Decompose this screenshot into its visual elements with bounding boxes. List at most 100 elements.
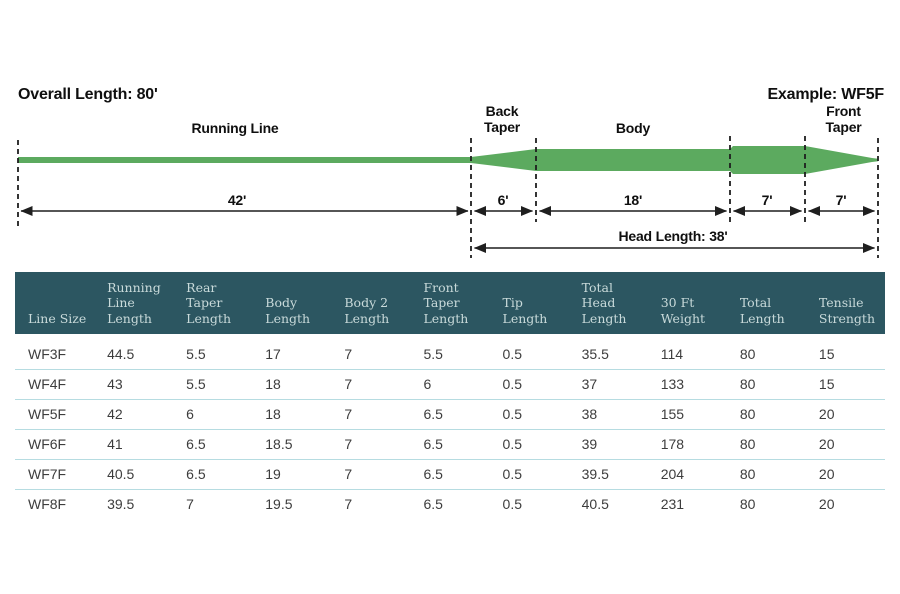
section-boundary-lines xyxy=(17,136,879,258)
col-header-body-length: Body Length xyxy=(265,295,311,326)
dimension-arrows xyxy=(20,205,876,254)
line-size-cell: WF7F xyxy=(28,465,67,482)
table-cell: 40.5 xyxy=(581,495,609,512)
table-cell: 155 xyxy=(660,405,685,422)
table-cell: 20 xyxy=(818,495,835,512)
dim-label-front-taper: 7' xyxy=(835,192,847,208)
front-taper-label: Front Taper xyxy=(825,103,862,135)
table-cell: 7 xyxy=(344,495,353,512)
table-cell: 7 xyxy=(344,345,353,362)
col-header-30ft-weight: 30 Ft Weight xyxy=(660,295,706,326)
table-cell: 80 xyxy=(739,495,756,512)
table-cell: 39.5 xyxy=(107,495,135,512)
table-cell: 6.5 xyxy=(423,405,443,422)
col-header-running-line: Running Line Length xyxy=(107,280,161,326)
col-header-tensile-strength: Tensile Strength xyxy=(818,295,875,326)
table-cell: 133 xyxy=(660,375,685,392)
taper-diagram-graphics xyxy=(17,136,879,258)
col-header-rear-taper: Rear Taper Length xyxy=(186,280,231,326)
table-row-wf6f: WF6F 41 6.5 18.5 7 6.5 0.5 39 178 80 20 xyxy=(15,428,885,459)
dim-label-running-line: 42' xyxy=(227,192,247,208)
table-cell: 19.5 xyxy=(265,495,293,512)
table-cell: 7 xyxy=(344,375,353,392)
table-cell: 80 xyxy=(739,435,756,452)
table-cell: 18 xyxy=(265,405,281,422)
table-cell: 20 xyxy=(818,465,835,482)
table-cell: 6.5 xyxy=(423,465,443,482)
table-cell: 7 xyxy=(344,405,353,422)
table-cell: 35.5 xyxy=(581,345,609,362)
table-cell: 18 xyxy=(265,375,281,392)
line-spec-table: Line Size Running Line Length Rear Taper… xyxy=(15,272,885,519)
table-row-wf5f: WF5F 42 6 18 7 6.5 0.5 38 155 80 20 xyxy=(15,398,885,429)
table-cell: 19 xyxy=(265,465,281,482)
overall-length-label: Overall Length: 80' xyxy=(18,86,158,103)
table-cell: 37 xyxy=(581,375,598,392)
fly-line-shape xyxy=(18,146,878,174)
table-cell: 5.5 xyxy=(186,345,206,362)
table-cell: 204 xyxy=(660,465,685,482)
taper-diagram: Overall Length: 80' Example: WF5F Runnin… xyxy=(0,0,900,270)
table-cell: 6 xyxy=(186,405,194,422)
col-header-tip-length: Tip Length xyxy=(502,295,548,326)
body-label: Body xyxy=(615,120,651,136)
table-row-wf4f: WF4F 43 5.5 18 7 6 0.5 37 133 80 15 xyxy=(15,368,885,399)
table-cell: 6.5 xyxy=(186,435,206,452)
table-cell: 18.5 xyxy=(265,435,293,452)
table-cell: 20 xyxy=(818,405,835,422)
col-header-line-size: Line Size xyxy=(28,310,87,326)
table-header-row: Line Size Running Line Length Rear Taper… xyxy=(15,272,885,334)
table-cell: 7 xyxy=(344,465,353,482)
col-header-total-head: Total Head Length xyxy=(581,280,627,326)
table-cell: 0.5 xyxy=(502,495,522,512)
table-cell: 20 xyxy=(818,435,835,452)
table-cell: 39 xyxy=(581,435,598,452)
table-cell: 5.5 xyxy=(186,375,206,392)
table-body: WF3F 44.5 5.5 17 7 5.5 0.5 35.5 114 80 1… xyxy=(15,334,885,519)
table-cell: 17 xyxy=(265,345,281,362)
table-cell: 80 xyxy=(739,375,756,392)
table-row-wf8f: WF8F 39.5 7 19.5 7 6.5 0.5 40.5 231 80 2… xyxy=(15,488,885,519)
col-header-body2-length: Body 2 Length xyxy=(344,295,390,326)
table-cell: 6.5 xyxy=(423,495,443,512)
table-cell: 0.5 xyxy=(502,435,522,452)
table-cell: 7 xyxy=(344,435,353,452)
line-size-cell: WF5F xyxy=(28,405,67,422)
head-length-label: Head Length: 38' xyxy=(618,228,728,244)
table-cell: 80 xyxy=(739,405,756,422)
table-cell: 231 xyxy=(660,495,685,512)
table-cell: 15 xyxy=(818,375,835,392)
table-cell: 40.5 xyxy=(107,465,135,482)
table-cell: 6 xyxy=(423,375,432,392)
table-cell: 6.5 xyxy=(186,465,206,482)
table-cell: 6.5 xyxy=(423,435,443,452)
table-cell: 0.5 xyxy=(502,375,522,392)
table-cell: 0.5 xyxy=(502,465,522,482)
table-cell: 178 xyxy=(660,435,685,452)
line-size-cell: WF4F xyxy=(28,375,67,392)
example-label: Example: WF5F xyxy=(767,86,884,103)
dim-label-body: 18' xyxy=(623,192,643,208)
table-row-wf3f: WF3F 44.5 5.5 17 7 5.5 0.5 35.5 114 80 1… xyxy=(15,340,885,369)
table-cell: 7 xyxy=(186,495,194,512)
table-cell: 5.5 xyxy=(423,345,443,362)
table-cell: 44.5 xyxy=(107,345,135,362)
line-size-cell: WF6F xyxy=(28,435,67,452)
running-line-label: Running Line xyxy=(191,120,279,136)
line-size-cell: WF3F xyxy=(28,345,67,362)
table-cell: 39.5 xyxy=(581,465,609,482)
table-cell: 42 xyxy=(107,405,123,422)
dim-label-back-taper: 6' xyxy=(497,192,509,208)
table-cell: 80 xyxy=(739,345,756,362)
table-cell: 15 xyxy=(818,345,835,362)
table-cell: 38 xyxy=(581,405,598,422)
table-cell: 43 xyxy=(107,375,123,392)
table-cell: 80 xyxy=(739,465,756,482)
table-cell: 0.5 xyxy=(502,345,522,362)
table-cell: 0.5 xyxy=(502,405,522,422)
table-cell: 114 xyxy=(660,345,684,362)
table-row-wf7f: WF7F 40.5 6.5 19 7 6.5 0.5 39.5 204 80 2… xyxy=(15,458,885,489)
col-header-front-taper: Front Taper Length xyxy=(423,280,469,326)
back-taper-label: Back Taper xyxy=(483,103,521,135)
dim-label-body2: 7' xyxy=(761,192,773,208)
